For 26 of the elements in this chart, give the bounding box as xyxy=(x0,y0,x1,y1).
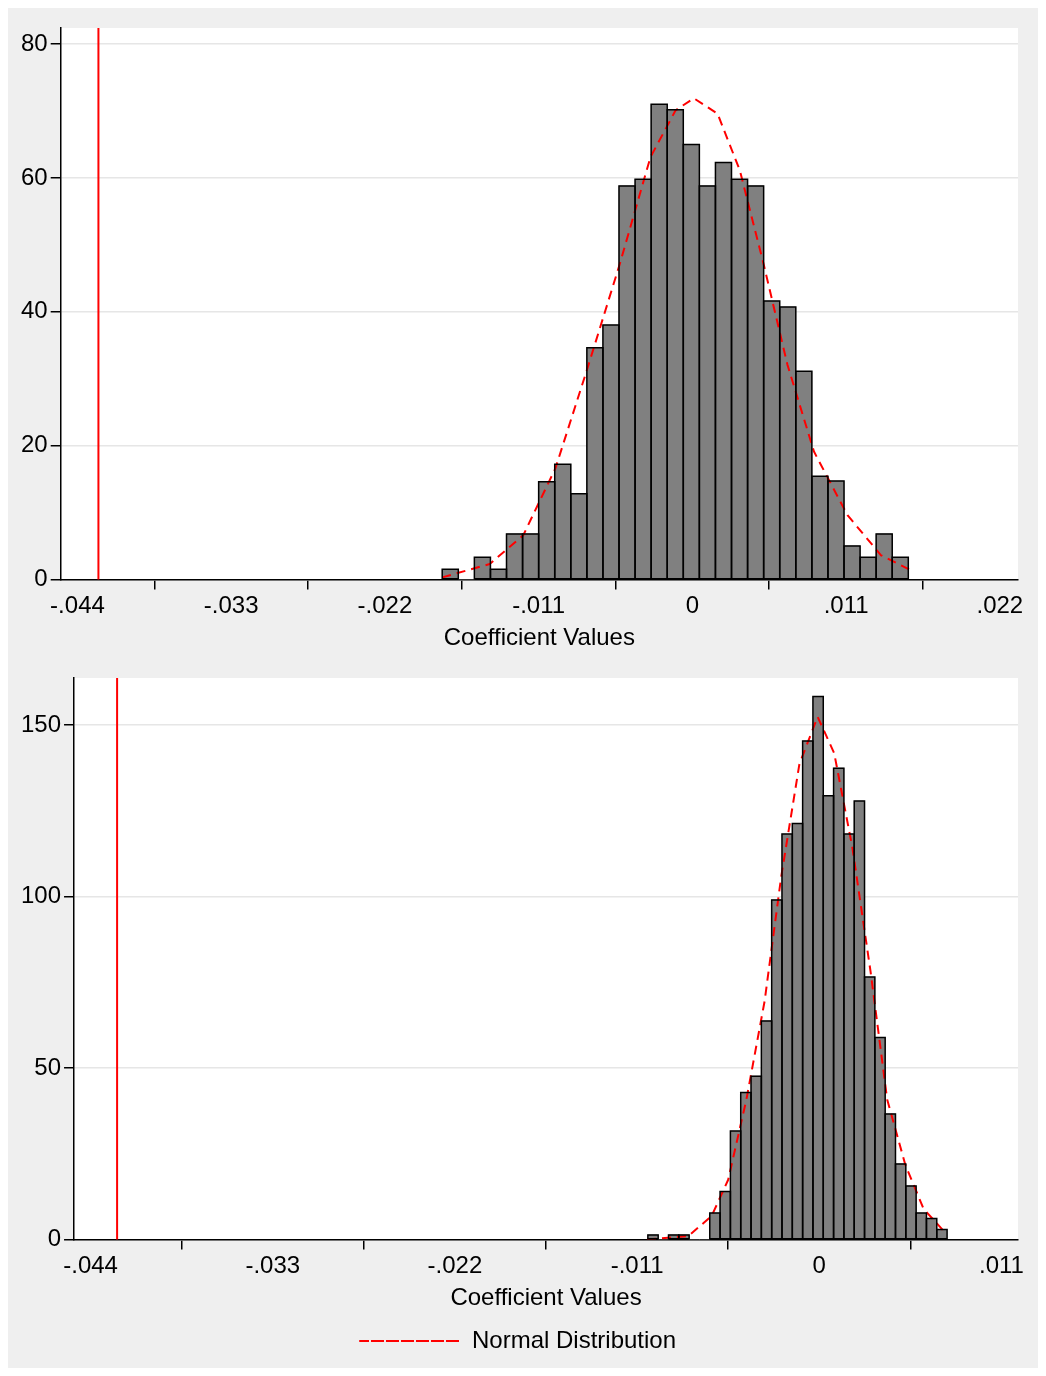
x-axis-title: Coefficient Values xyxy=(450,1283,642,1311)
x-tick-label: -.033 xyxy=(245,1251,301,1279)
x-axis-title: Coefficient Values xyxy=(443,623,635,651)
x-tick-label: 0 xyxy=(812,1251,826,1279)
y-tick-label: 60 xyxy=(20,162,48,190)
x-tick-label: -.022 xyxy=(357,591,413,619)
legend-label: Normal Distribution xyxy=(471,1325,677,1353)
y-tick-label: 50 xyxy=(34,1052,62,1080)
y-tick-label: 150 xyxy=(21,709,62,737)
y-tick-label: 100 xyxy=(21,881,62,909)
y-tick-label: 20 xyxy=(20,430,48,458)
x-tick-label: -.011 xyxy=(610,1251,664,1279)
x-tick-label: -.022 xyxy=(427,1251,483,1279)
x-tick-label: .022 xyxy=(976,591,1024,619)
x-tick-label: .011 xyxy=(978,1251,1024,1279)
x-tick-label: .011 xyxy=(823,591,869,619)
x-tick-label: -.044 xyxy=(63,1251,118,1279)
x-tick-label: -.044 xyxy=(50,591,105,619)
y-tick-label: 80 xyxy=(20,28,48,56)
x-tick-label: 0 xyxy=(685,591,700,619)
x-tick-label: -.033 xyxy=(203,591,259,619)
y-tick-label: 40 xyxy=(20,296,48,324)
line-series xyxy=(441,97,910,579)
y-tick-label: 0 xyxy=(34,564,48,592)
y-tick-label: 0 xyxy=(47,1224,62,1252)
x-tick-label: -.011 xyxy=(512,591,566,619)
